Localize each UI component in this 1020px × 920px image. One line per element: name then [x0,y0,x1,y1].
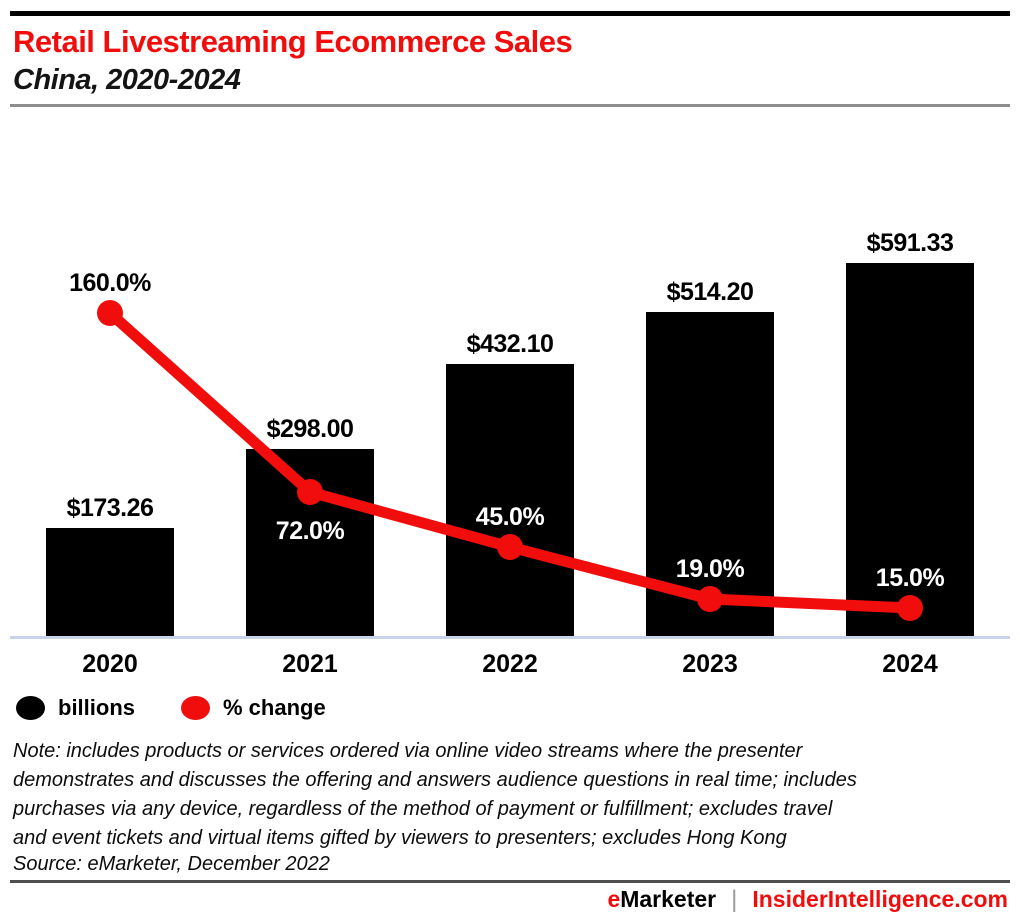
legend-item-pct-change: % change [181,695,326,721]
pct-label-2021: 72.0% [275,517,345,545]
x-tick-2024: 2024 [882,650,938,678]
x-tick-2023: 2023 [682,650,738,678]
pct-dot-2022 [497,534,523,560]
pct-dot-2024 [897,595,923,621]
pct-label-2023: 19.0% [675,555,745,583]
top-rule [10,11,1010,16]
legend-label-billions: billions [58,695,135,720]
page-subtitle: China, 2020-2024 [13,64,241,96]
x-axis-line [10,636,1010,639]
billions-swatch-icon [16,696,45,720]
line-layer [97,300,923,621]
insider-intelligence-link[interactable]: InsiderIntelligence.com [752,886,1008,912]
bar-value-label-2022: $432.10 [466,330,554,358]
emarketer-logo: eMarketer [607,886,717,912]
pct-dot-2021 [297,479,323,505]
pct-change-swatch-icon [181,696,210,720]
x-tick-2022: 2022 [482,650,538,678]
footnote: Note: includes products or services orde… [13,740,857,849]
footer-rule [10,880,1010,883]
legend: billions % change [16,695,326,721]
pct-dot-2023 [697,586,723,612]
source-line: Source: eMarketer, December 2022 [13,853,330,875]
pct-label-2022: 45.0% [475,503,545,531]
header-rule [10,104,1010,107]
bar-2022 [446,364,574,638]
pct-dot-2020 [97,300,123,326]
bar-2024 [846,263,974,638]
bar-2020 [46,528,174,638]
page-title: Retail Livestreaming Ecommerce Sales [13,24,573,59]
chart-area: $173.26 2020 $298.00 2021 $432.10 2022 $514.20… [10,229,1010,678]
legend-item-billions: billions [16,695,135,721]
bar-value-label-2020: $173.26 [66,494,154,522]
footer: eMarketer | InsiderIntelligence.com [607,886,1008,914]
x-tick-2020: 2020 [82,650,138,678]
x-tick-2021: 2021 [282,650,338,678]
pct-label-2020: 160.0% [69,269,151,297]
pct-label-2024: 15.0% [875,564,945,592]
legend-label-pct-change: % change [223,695,326,720]
labels-layer: $173.26 2020 $298.00 2021 $432.10 2022 $514.20… [66,229,954,678]
bar-value-label-2024: $591.33 [866,229,954,257]
bar-value-label-2023: $514.20 [666,278,754,306]
footer-divider: | [731,886,738,913]
bar-value-label-2021: $298.00 [266,415,354,443]
